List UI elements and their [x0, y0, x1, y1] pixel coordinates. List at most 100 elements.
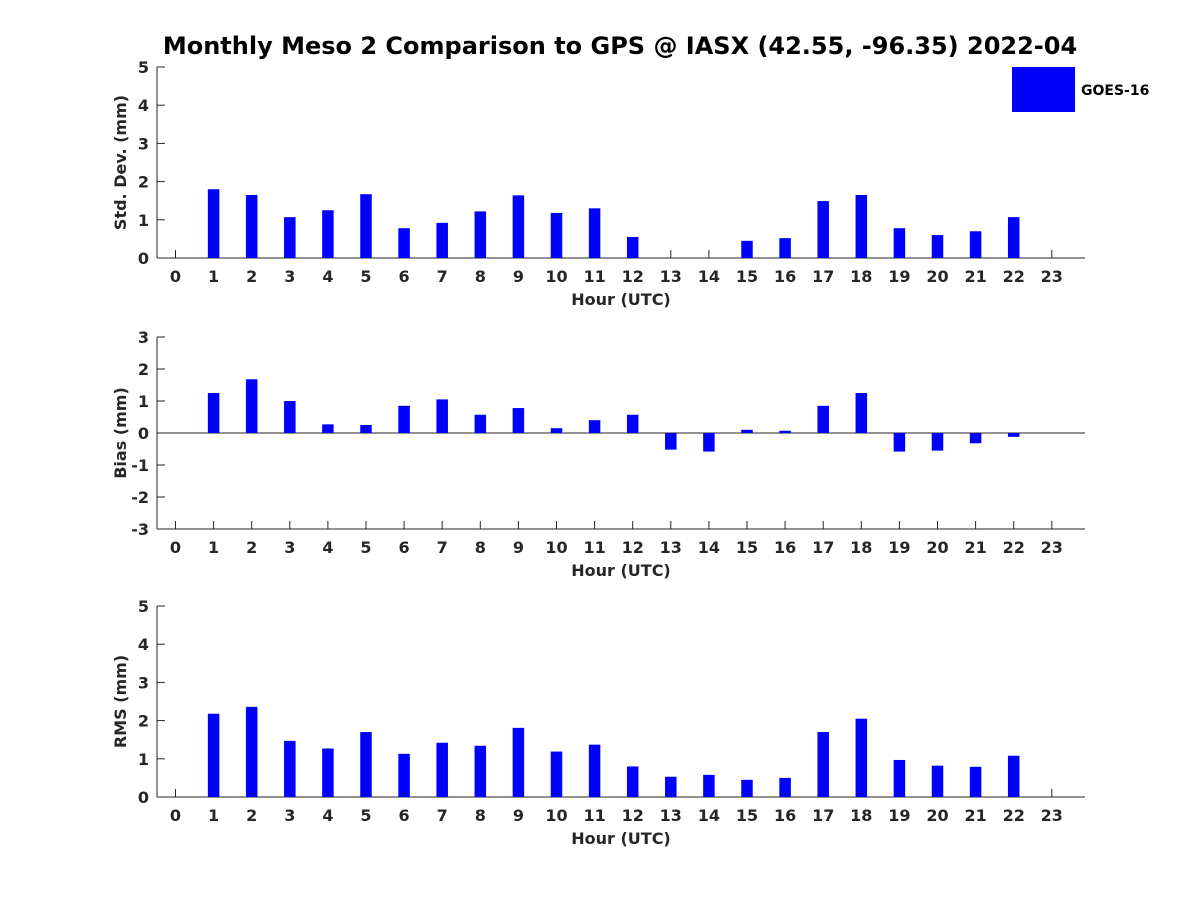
- bar: [931, 765, 944, 797]
- x-tick-label: 15: [736, 806, 758, 825]
- bar: [322, 748, 334, 797]
- bar: [550, 428, 563, 433]
- x-tick-label: 9: [513, 267, 524, 286]
- bar: [1007, 217, 1020, 258]
- y-tick-label: 0: [138, 424, 149, 443]
- bar: [588, 208, 601, 258]
- x-tick-label: 13: [660, 538, 682, 557]
- y-tick-label: 2: [138, 360, 149, 379]
- x-tick-label: 14: [698, 538, 720, 557]
- x-tick-label: 0: [170, 538, 181, 557]
- bar: [284, 740, 296, 797]
- bar: [817, 201, 829, 258]
- y-tick-label: 1: [138, 211, 149, 230]
- x-tick-label: 10: [545, 538, 567, 557]
- x-tick-label: 12: [622, 267, 644, 286]
- bar: [931, 433, 944, 451]
- x-tick-label: 2: [246, 267, 257, 286]
- bar: [512, 408, 525, 433]
- x-tick-label: 7: [437, 267, 448, 286]
- x-tick-label: 1: [208, 267, 219, 286]
- bar: [588, 744, 601, 797]
- x-tick-label: 11: [583, 538, 605, 557]
- bar: [779, 777, 791, 797]
- x-tick-label: 2: [246, 538, 257, 557]
- bar: [855, 718, 868, 797]
- x-tick-label: 6: [399, 806, 410, 825]
- x-tick-label: 17: [812, 538, 834, 557]
- y-tick-label: 2: [138, 173, 149, 192]
- bar: [436, 399, 448, 433]
- bar: [741, 779, 753, 797]
- x-tick-label: 7: [437, 538, 448, 557]
- x-tick-label: 19: [888, 538, 910, 557]
- chart-title: Monthly Meso 2 Comparison to GPS @ IASX …: [163, 32, 1077, 60]
- bar: [779, 238, 791, 258]
- bar: [360, 194, 372, 258]
- x-tick-label: 18: [850, 538, 872, 557]
- x-tick-label: 4: [322, 806, 333, 825]
- bar: [245, 194, 258, 258]
- x-tick-label: 20: [926, 538, 948, 557]
- x-tick-label: 4: [322, 538, 333, 557]
- x-tick-label: 19: [888, 267, 910, 286]
- x-tick-label: 17: [812, 806, 834, 825]
- bar: [665, 433, 677, 450]
- bar: [398, 405, 410, 433]
- bar: [931, 235, 944, 258]
- bar: [969, 766, 982, 797]
- x-tick-label: 20: [926, 806, 948, 825]
- y-tick-label: 0: [138, 249, 149, 268]
- x-tick-label: 2: [246, 806, 257, 825]
- x-tick-label: 3: [284, 267, 295, 286]
- x-tick-label: 7: [437, 806, 448, 825]
- bar: [1007, 433, 1020, 437]
- y-tick-label: 4: [138, 635, 149, 654]
- x-tick-label: 21: [964, 806, 986, 825]
- x-tick-label: 16: [774, 538, 796, 557]
- x-tick-label: 8: [475, 267, 486, 286]
- legend: GOES-16: [1012, 67, 1149, 112]
- x-tick-label: 1: [208, 806, 219, 825]
- bar: [817, 405, 829, 433]
- y-tick-label: 3: [138, 673, 149, 692]
- bar: [474, 745, 487, 797]
- y-tick-label: -1: [131, 456, 149, 475]
- x-tick-label: 5: [360, 538, 371, 557]
- x-tick-label: 17: [812, 267, 834, 286]
- x-tick-label: 20: [926, 267, 948, 286]
- bar: [817, 732, 829, 797]
- y-tick-label: 0: [138, 788, 149, 807]
- y-axis-label: RMS (mm): [111, 655, 130, 748]
- x-tick-label: 8: [475, 538, 486, 557]
- x-tick-label: 6: [399, 538, 410, 557]
- x-tick-label: 19: [888, 806, 910, 825]
- bar: [741, 240, 753, 258]
- x-axis-label: Hour (UTC): [571, 290, 671, 309]
- bar: [741, 429, 753, 433]
- bar: [1007, 755, 1020, 797]
- bar: [436, 222, 448, 258]
- y-tick-label: -3: [131, 520, 149, 539]
- x-tick-label: 1: [208, 538, 219, 557]
- legend-label: GOES-16: [1081, 83, 1149, 99]
- bar: [512, 727, 525, 797]
- x-tick-label: 22: [1003, 267, 1025, 286]
- x-axis-label: Hour (UTC): [571, 829, 671, 848]
- x-tick-label: 8: [475, 806, 486, 825]
- x-tick-label: 0: [170, 267, 181, 286]
- bar: [360, 732, 372, 797]
- x-tick-label: 3: [284, 538, 295, 557]
- x-tick-label: 14: [698, 267, 720, 286]
- x-tick-label: 9: [513, 806, 524, 825]
- x-tick-label: 13: [660, 806, 682, 825]
- x-tick-label: 21: [964, 538, 986, 557]
- x-tick-label: 5: [360, 806, 371, 825]
- bar: [474, 211, 487, 258]
- bar: [550, 751, 563, 797]
- bar: [855, 393, 868, 433]
- bar: [436, 742, 448, 797]
- bar: [969, 433, 982, 444]
